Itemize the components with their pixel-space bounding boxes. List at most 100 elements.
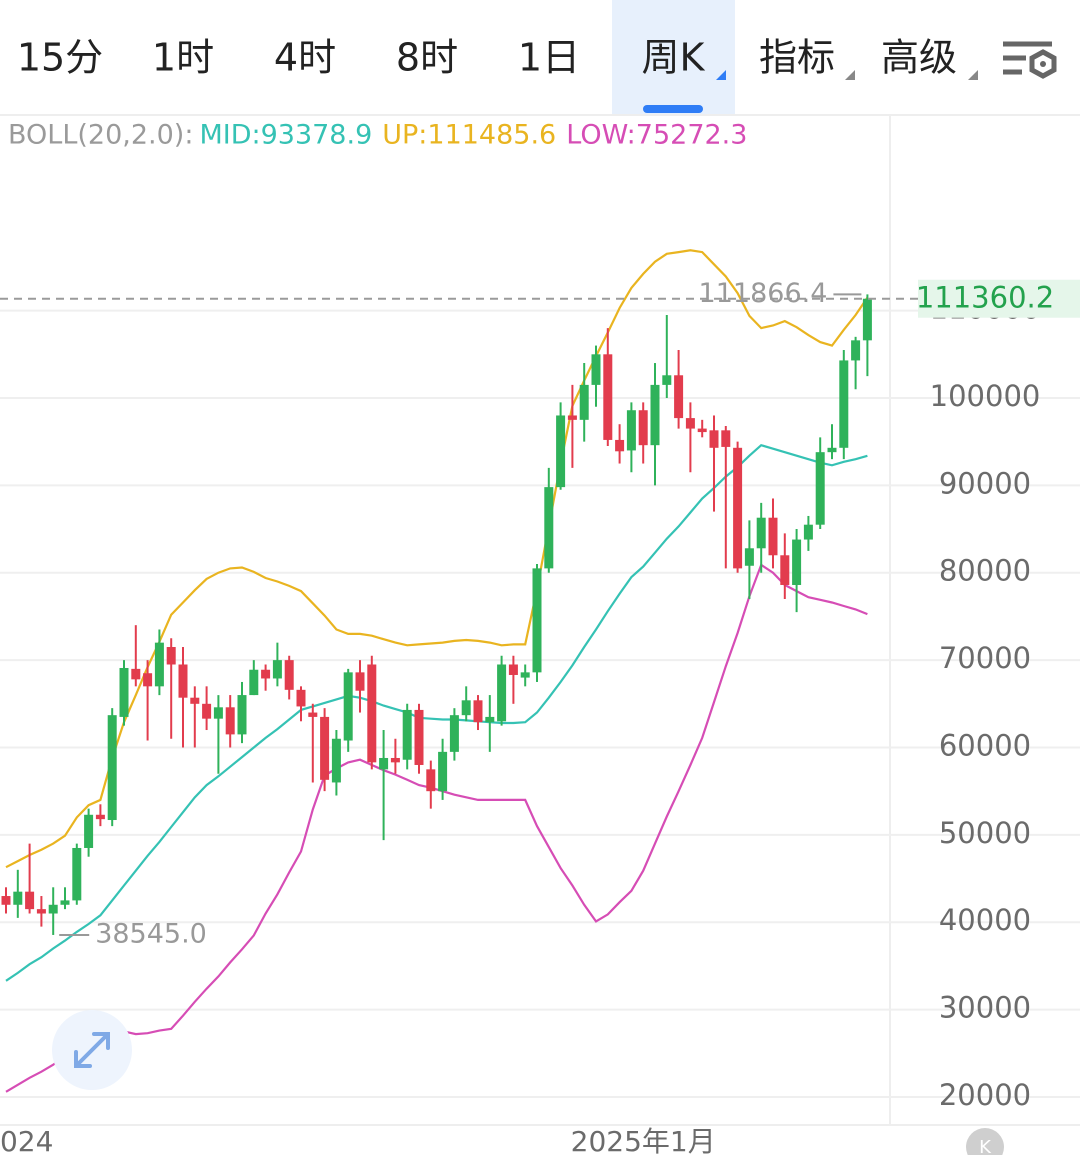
boll-lines <box>5 249 869 1093</box>
tab-caret <box>845 70 855 80</box>
candle-body <box>25 891 35 910</box>
candle-body <box>249 669 259 696</box>
candle-body <box>367 664 377 763</box>
candle-body <box>685 418 695 429</box>
candle-body <box>119 667 129 717</box>
candle-body <box>815 452 825 525</box>
candle-body <box>84 814 94 848</box>
high-marker-label: 111866.4 <box>699 278 828 309</box>
candle-body <box>520 672 530 678</box>
candle-body <box>756 517 766 549</box>
candle-body <box>556 415 566 488</box>
candle-body <box>768 517 778 556</box>
candle-body <box>72 847 82 901</box>
settings-icon[interactable] <box>1003 41 1057 79</box>
legend: BOLL(20,2.0): MID: 93378.9 UP: 111485.6 LOW: 7… <box>8 120 747 151</box>
tab[interactable]: 4时 <box>274 36 336 80</box>
legend-text: UP: <box>382 120 427 151</box>
y-tick-label: 90000 <box>939 466 1031 500</box>
candle-body <box>662 375 672 385</box>
candle-body <box>296 689 306 707</box>
candle-body <box>473 700 483 723</box>
candle-body <box>721 430 731 447</box>
candle-body <box>532 568 542 673</box>
candle-body <box>1 896 11 905</box>
tab[interactable]: 周K <box>642 36 706 80</box>
legend-text: 75272.3 <box>636 120 748 151</box>
candle-body <box>343 672 353 741</box>
legend-text: MID: <box>199 120 260 151</box>
candle-body <box>154 642 164 687</box>
candle-body <box>744 548 754 566</box>
boll-line <box>5 249 869 869</box>
legend-text: BOLL(20,2.0): <box>8 120 193 151</box>
tab-bar: 15分 1时 4时 8时 1日 周K 指标 高级 <box>17 36 957 80</box>
candle-body <box>544 487 554 569</box>
y-tick-label: 40000 <box>939 903 1031 937</box>
boll-line <box>5 443 868 982</box>
candle-body <box>95 814 105 820</box>
candle-body <box>320 716 330 780</box>
candle-body <box>143 673 153 687</box>
candle-body <box>733 447 743 569</box>
tab-caret <box>716 70 726 80</box>
y-tick-label: 60000 <box>939 728 1031 762</box>
legend-text: 111485.6 <box>427 120 556 151</box>
tab[interactable]: 指标 <box>759 36 835 80</box>
candle-body <box>626 410 636 451</box>
candle-body <box>803 524 813 540</box>
candle-body <box>284 660 294 690</box>
tab[interactable]: 1时 <box>152 36 214 80</box>
candles <box>1 294 872 935</box>
x-tick-label: 2025年1月 <box>571 1125 716 1155</box>
candle-body <box>697 428 707 433</box>
candle-body <box>827 447 837 453</box>
candle-body <box>131 668 141 680</box>
y-tick-label: 100000 <box>930 379 1041 413</box>
candle-body <box>579 384 589 420</box>
candle-body <box>426 769 436 792</box>
candle-body <box>414 709 424 765</box>
candle-body <box>190 697 200 704</box>
x-tick-label: 2024 <box>0 1125 53 1155</box>
candle-body <box>331 738 341 783</box>
tab[interactable]: 高级 <box>881 36 957 80</box>
candle-body <box>438 751 448 792</box>
expand-button[interactable] <box>52 1010 132 1090</box>
candle-body <box>308 712 318 717</box>
candle-body <box>591 354 601 385</box>
tab-caret <box>968 70 978 80</box>
candle-body <box>567 415 577 420</box>
candle-body <box>225 707 235 735</box>
candle-body <box>862 298 872 341</box>
candle-body <box>48 904 58 914</box>
candle-body <box>261 669 271 679</box>
low-marker-label: 38545.0 <box>95 918 207 949</box>
candle-body <box>709 430 719 448</box>
tab[interactable]: 15分 <box>17 36 103 80</box>
candle-body <box>485 716 495 723</box>
y-tick-label: 80000 <box>939 554 1031 588</box>
candle-body <box>638 410 648 446</box>
candle-body <box>792 539 802 585</box>
tab[interactable]: 8时 <box>396 36 458 80</box>
candle-body <box>402 709 412 760</box>
tab[interactable]: 1日 <box>518 36 580 80</box>
watermark: K <box>979 1137 992 1155</box>
last-price-label: 111360.2 <box>916 281 1054 315</box>
last-price-box <box>918 279 1080 318</box>
active-tab-bg <box>612 0 735 115</box>
candle-body <box>508 664 518 675</box>
candle-body <box>213 707 223 719</box>
overlay: 111360.2 111866.4 38545.0 <box>0 278 1080 949</box>
candle-body <box>36 909 46 914</box>
candle-body <box>355 672 365 691</box>
candle-body <box>379 757 389 770</box>
candle-body <box>603 354 613 440</box>
candle-body <box>178 664 188 698</box>
y-tick-label: 50000 <box>939 816 1031 850</box>
candle-body <box>107 715 117 821</box>
candle-body <box>497 664 507 722</box>
candle-body <box>13 891 23 905</box>
